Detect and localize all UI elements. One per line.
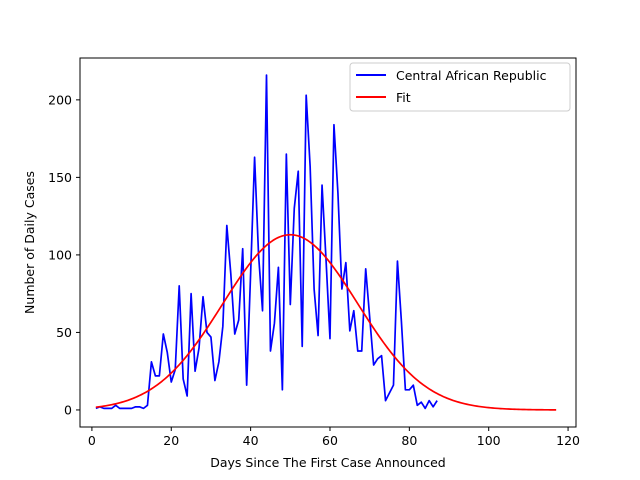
y-tick-label: 0 bbox=[64, 402, 72, 417]
x-tick-label: 120 bbox=[556, 433, 580, 448]
x-tick-label: 80 bbox=[401, 433, 417, 448]
plot-area-frame bbox=[79, 57, 577, 428]
series-layer bbox=[95, 74, 557, 411]
legend-label-central-african-republic: Central African Republic bbox=[396, 68, 547, 83]
x-tick-label: 0 bbox=[88, 433, 96, 448]
y-tick-label: 200 bbox=[48, 92, 72, 107]
legend: Central African Republic Fit bbox=[349, 62, 571, 112]
x-tick-label: 20 bbox=[163, 433, 179, 448]
x-tick-label: 100 bbox=[477, 433, 501, 448]
series-line-central-african-republic bbox=[95, 74, 438, 410]
x-tick-label: 60 bbox=[322, 433, 338, 448]
x-axis-label: Days Since The First Case Announced bbox=[210, 455, 446, 470]
x-axis: 0 20 40 60 80 100 120 bbox=[88, 427, 580, 448]
legend-label-fit: Fit bbox=[396, 90, 411, 105]
x-tick-label: 40 bbox=[243, 433, 259, 448]
y-tick-label: 150 bbox=[48, 170, 72, 185]
y-axis-label: Number of Daily Cases bbox=[22, 171, 37, 314]
y-tick-label: 100 bbox=[48, 247, 72, 262]
legend-box bbox=[349, 62, 571, 112]
y-axis: 0 50 100 150 200 bbox=[48, 92, 80, 417]
series-line-fit bbox=[95, 233, 557, 411]
y-tick-label: 50 bbox=[56, 325, 72, 340]
